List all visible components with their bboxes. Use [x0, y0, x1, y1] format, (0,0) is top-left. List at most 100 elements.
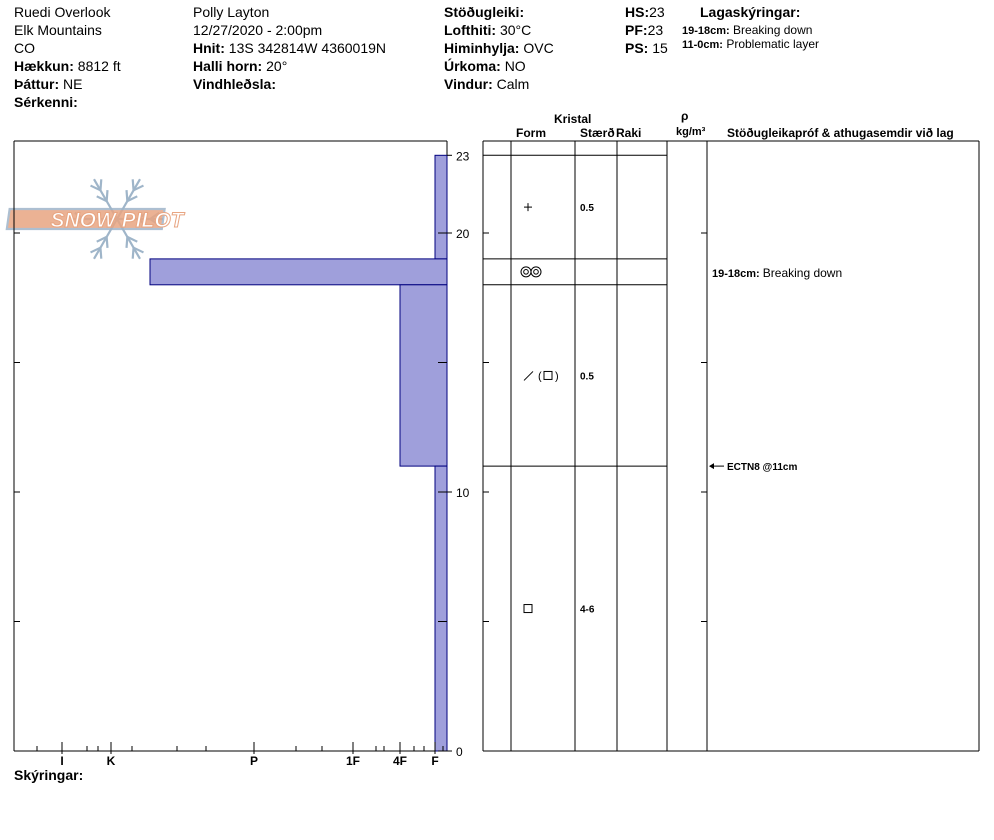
legend-item-range: 11-0cm:	[682, 39, 723, 51]
precip-value: NO	[504, 58, 526, 74]
flake-branch	[131, 179, 135, 191]
legend-title: Lagaskýringar:	[700, 4, 801, 20]
layer-comment-text: Breaking down	[763, 266, 842, 280]
legend-item-text: Problematic layer	[726, 37, 820, 51]
wind: Vindur: Calm	[444, 75, 529, 93]
mountain-range: Elk Mountains	[14, 22, 102, 38]
comments-header: Stöðugleikapróf & athugasemdir við lag	[727, 126, 954, 140]
hardness-bar	[434, 154, 448, 260]
elevation: Hækkun: 8812 ft	[14, 57, 121, 75]
square	[543, 370, 553, 380]
wind-label: Vindur:	[444, 76, 493, 92]
y-tick-label: 20	[456, 227, 470, 241]
layer-comment-range: 19-18cm:	[712, 268, 763, 280]
flake-branch	[133, 246, 144, 254]
pf: PF:23	[625, 21, 663, 39]
x-tick-label: K	[107, 754, 116, 768]
square-icon	[523, 604, 533, 614]
aspect: Þáttur: NE	[14, 75, 82, 93]
footer-label: Skýringar:	[14, 767, 84, 783]
sky-cover: Himinhylja: OVC	[444, 39, 554, 57]
flake-branch	[133, 184, 144, 192]
paren-open: (	[538, 370, 542, 382]
logo-band	[5, 207, 166, 231]
slash	[523, 371, 534, 381]
state: CO	[14, 40, 35, 56]
hs-label: HS:	[625, 4, 650, 20]
hardness-bar	[434, 465, 448, 752]
flake-branch	[126, 235, 138, 243]
y-tick-label: 23	[456, 149, 470, 163]
ps: PS: 15	[625, 39, 668, 57]
flake-branch	[99, 247, 103, 259]
legend-item: 11-0cm: Problematic layer	[682, 37, 819, 52]
flake-branch	[105, 236, 109, 248]
rho-header: ρ	[681, 109, 689, 123]
x-tick-label: F	[431, 754, 438, 768]
flake-branch	[90, 246, 101, 254]
grain-size: 4-6	[580, 605, 595, 616]
flake-branch	[125, 236, 129, 248]
precipitation: Úrkoma: NO	[444, 57, 526, 75]
air-temp-label: Lofthiti:	[444, 22, 497, 38]
air-temp-value: 30°C	[499, 22, 532, 38]
moisture-header: Raki	[616, 126, 642, 140]
pf-value: 23	[647, 22, 664, 38]
square	[523, 604, 533, 614]
layer-comment: 19-18cm: Breaking down	[712, 266, 842, 280]
slope-label: Halli horn:	[193, 58, 263, 74]
grain-size: 0.5	[580, 203, 594, 214]
aspect-label: Þáttur:	[14, 76, 60, 92]
flake-branch	[125, 190, 129, 202]
coords-label: Hnit:	[193, 40, 225, 56]
hs: HS:23	[625, 3, 665, 21]
form-header: Form	[516, 126, 546, 140]
wind-value: Calm	[496, 76, 530, 92]
elevation-label: Hækkun:	[14, 58, 74, 74]
flake-branch	[126, 195, 138, 203]
flake-branch	[99, 179, 103, 191]
specifics-label: Sérkenni:	[14, 94, 78, 110]
crystal-header: Kristal	[554, 112, 592, 126]
stability-label: Stöðugleiki:	[444, 4, 525, 20]
ring-outer	[520, 266, 532, 278]
wind-loading-label: Vindhleðsla:	[193, 76, 276, 92]
legend-item: 19-18cm: Breaking down	[682, 23, 812, 38]
density-unit-header: kg/m³	[676, 126, 706, 138]
grain-size: 0.5	[580, 371, 594, 382]
air-temp: Lofthiti: 30°C	[444, 21, 531, 39]
ps-value: 15	[652, 40, 668, 56]
location: Ruedi Overlook	[14, 4, 111, 20]
sky-label: Himinhylja:	[444, 40, 520, 56]
flake-branch	[90, 184, 101, 192]
paren-close: )	[555, 370, 559, 382]
x-tick-label: 1F	[346, 754, 360, 768]
x-tick-label: P	[250, 754, 258, 768]
y-tick-label: 10	[456, 486, 470, 500]
slash-square-icon: ()	[523, 370, 559, 382]
flake-branch	[96, 235, 108, 243]
legend-item-range: 19-18cm:	[682, 25, 730, 37]
hardness-bar	[149, 258, 448, 286]
logo-text: SNOW PILOT	[51, 209, 186, 232]
coordinates: Hnit: 13S 342814W 4360019N	[193, 39, 386, 57]
observer: Polly Layton	[193, 4, 270, 20]
ring-inner	[533, 269, 539, 275]
rounded-pair-icon	[520, 266, 542, 278]
ring-outer	[530, 266, 542, 278]
legend-item-text: Breaking down	[733, 23, 813, 37]
sky-value: OVC	[523, 40, 554, 56]
precip-label: Úrkoma:	[444, 58, 501, 74]
datetime: 12/27/2020 - 2:00pm	[193, 22, 323, 38]
coords-value: 13S 342814W 4360019N	[228, 40, 387, 56]
y-tick-label: 0	[456, 745, 463, 759]
plus-icon	[524, 203, 532, 212]
snowpilot-logo-icon: SNOW PILOT	[5, 178, 186, 260]
stability-test-label: ECTN8 @11cm	[727, 462, 797, 473]
ps-label: PS:	[625, 40, 649, 56]
x-tick-label: 4F	[393, 754, 407, 768]
stability-arrow-head	[709, 463, 714, 470]
pf-label: PF:	[625, 22, 648, 38]
elevation-value: 8812 ft	[77, 58, 121, 74]
